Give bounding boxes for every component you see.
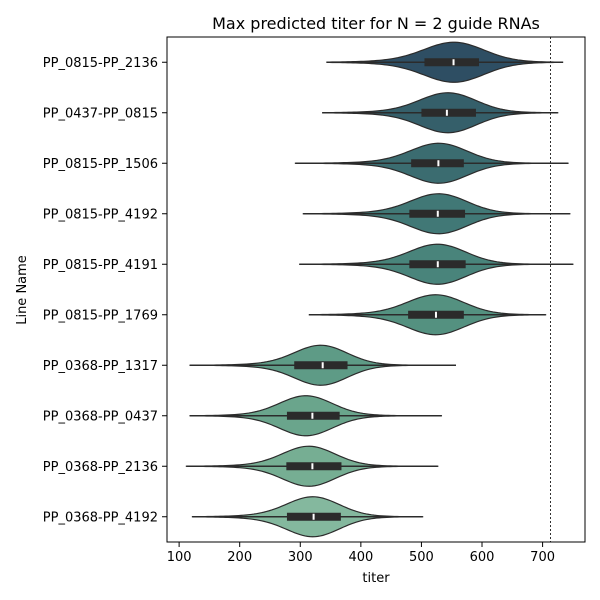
y-tick-label: PP_0437-PP_0815 — [43, 106, 158, 121]
y-axis-label: Line Name — [15, 255, 30, 325]
y-tick-label: PP_0815-PP_2136 — [43, 56, 158, 71]
chart-title: Max predicted titer for N = 2 guide RNAs — [212, 14, 540, 33]
y-tick-label: PP_0815-PP_1506 — [43, 157, 158, 172]
y-tick-label: PP_0368-PP_2136 — [43, 460, 158, 475]
violin-median — [445, 109, 448, 116]
violin-median — [434, 311, 437, 318]
plot-frame — [166, 36, 586, 543]
violin-median — [452, 59, 455, 66]
x-tick-label: 200 — [227, 550, 252, 565]
violin-iqr-box — [421, 108, 476, 117]
violin-median — [436, 210, 439, 217]
x-tick-label: 300 — [288, 550, 313, 565]
y-tick-label: PP_0815-PP_4192 — [43, 207, 158, 222]
y-tick-label: PP_0815-PP_4191 — [43, 258, 158, 273]
x-axis-label: titer — [362, 571, 390, 586]
violin-iqr-box — [286, 462, 342, 471]
x-tick-label: 500 — [409, 550, 434, 565]
violin-iqr-box — [424, 58, 479, 67]
y-tick-label: PP_0368-PP_1317 — [43, 359, 158, 374]
violin-median — [321, 362, 324, 369]
x-tick-label: 700 — [530, 550, 555, 565]
violin-median — [312, 513, 315, 520]
plot-area: 100 200 300 400 500 600 700 PP_0815-PP_2136 PP_0… — [43, 36, 586, 565]
x-tick-label: 600 — [470, 550, 495, 565]
y-tick-label: PP_0815-PP_1769 — [43, 308, 158, 323]
violin-median — [436, 261, 439, 268]
x-tick-label: 100 — [167, 550, 192, 565]
y-tick-label: PP_0368-PP_0437 — [43, 409, 158, 424]
violin-iqr-box — [294, 361, 348, 370]
x-tick-label: 400 — [348, 550, 373, 565]
violin-median — [311, 412, 314, 419]
violin-median — [437, 160, 440, 167]
violin-median — [311, 463, 314, 470]
y-tick-label: PP_0368-PP_4192 — [43, 510, 158, 525]
